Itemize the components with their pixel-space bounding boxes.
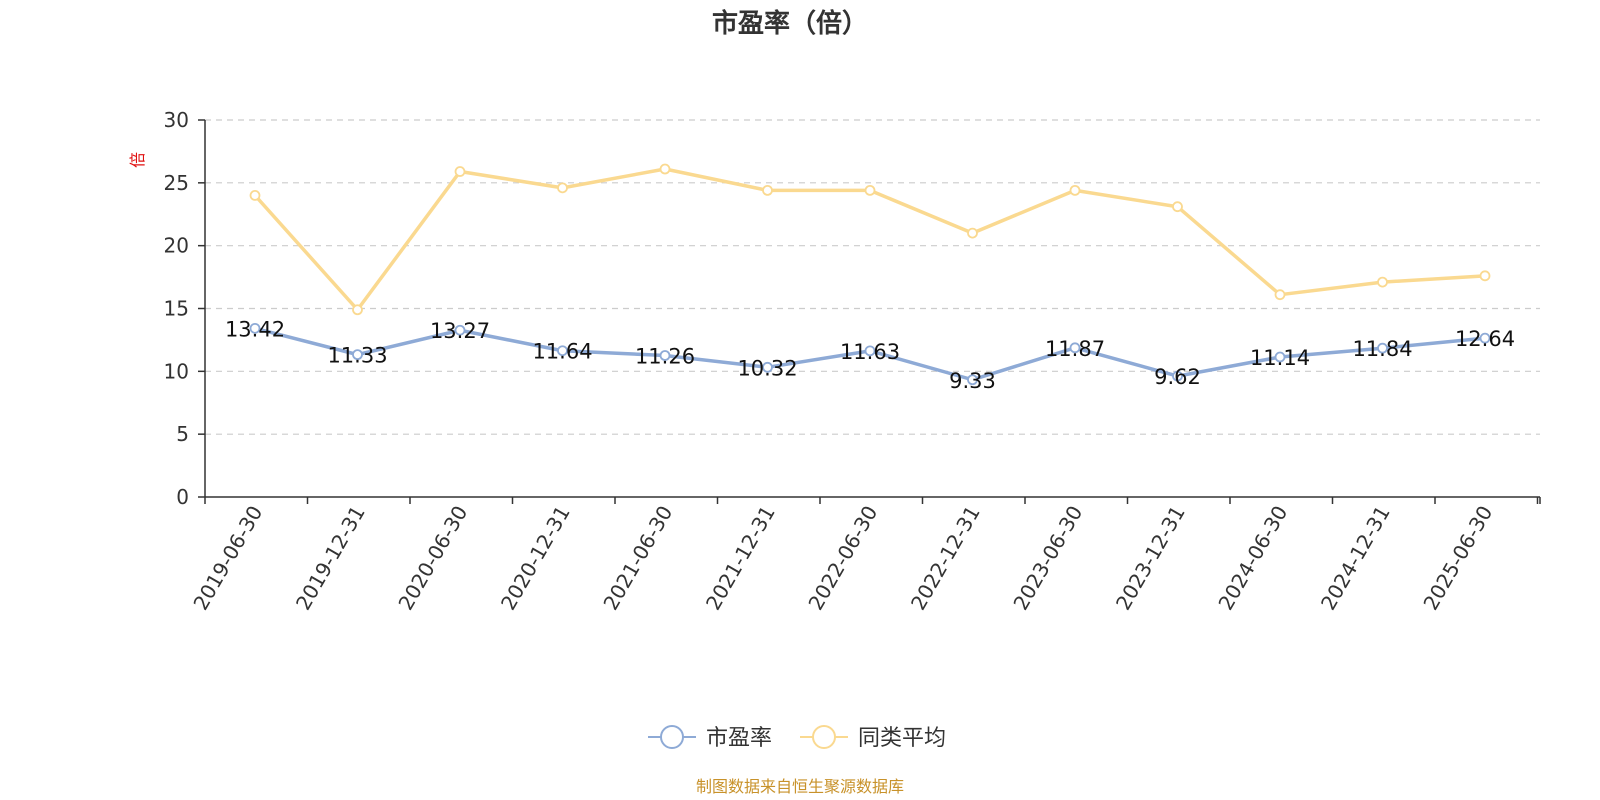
data-labels: 13.42 11.33 13.27 11.64 11.26 10.32 11.63 9.33 1… [225, 317, 1515, 392]
pe-ratio-point [1172, 370, 1183, 382]
data-label: 13.42 [225, 317, 285, 341]
x-tick-label: 2022-06-30 [803, 502, 882, 615]
peer-average-point [557, 182, 568, 194]
grid-lines [205, 119, 1540, 435]
y-tick-label: 10 [164, 359, 189, 383]
pe-ratio-point [352, 349, 363, 361]
pe-ratio-point [967, 374, 978, 386]
legend-item-pe-ratio[interactable]: 市盈率 [648, 725, 772, 751]
peer-average-point [249, 189, 261, 201]
data-label: 11.87 [1045, 337, 1105, 361]
pe-ratio-point [1069, 342, 1081, 354]
data-label: 9.62 [1154, 365, 1201, 389]
x-tick-label: 2021-12-31 [701, 502, 780, 615]
y-tick-label: 5 [176, 422, 189, 446]
x-tick-label: 2024-06-30 [1213, 502, 1292, 615]
y-axis-unit-label: 倍 [128, 152, 147, 168]
peer-average-point [454, 166, 466, 177]
peer-average-point [1377, 276, 1388, 288]
legend-label: 市盈率 [706, 726, 772, 751]
data-label: 13.27 [430, 319, 490, 343]
data-label: 11.14 [1250, 346, 1310, 370]
peer-average-point [762, 184, 773, 196]
data-label: 10.32 [737, 356, 797, 380]
data-label: 11.33 [327, 344, 387, 368]
pe-ratio-point [249, 322, 261, 334]
x-tick-label: 2020-06-30 [393, 502, 472, 615]
x-tick-label: 2019-06-30 [188, 502, 267, 615]
data-label: 9.33 [949, 369, 996, 393]
x-tick-label: 2024-12-31 [1316, 502, 1395, 615]
data-label: 11.26 [635, 344, 695, 368]
data-label: 12.64 [1455, 327, 1515, 351]
y-tick-label: 25 [164, 171, 189, 195]
x-tick-label: 2023-06-30 [1008, 502, 1087, 615]
peer-average-point [1479, 270, 1491, 282]
legend-item-peer-average[interactable]: 同类平均 [800, 725, 946, 751]
data-label: 11.63 [840, 340, 900, 364]
peer-average-point [967, 227, 978, 239]
x-tick-label: 2019-12-31 [291, 502, 370, 615]
pe-ratio-point [1479, 332, 1491, 344]
pe-ratio-point [454, 324, 466, 336]
peer-average-point [352, 304, 363, 316]
legend-marker-icon [812, 725, 836, 749]
legend-marker-icon [660, 725, 684, 749]
data-label: 11.64 [532, 340, 592, 364]
pe-ratio-point [557, 345, 568, 357]
series-lines [249, 163, 1491, 386]
pe-ratio-point [1274, 351, 1286, 363]
pe-ratio-point [1377, 342, 1388, 354]
peer-average-point [1069, 184, 1081, 196]
peer-average-point [659, 163, 671, 175]
peer-average-point [1172, 201, 1183, 213]
x-tick-label: 2025-06-30 [1418, 502, 1497, 615]
chart-title: 市盈率（倍） [712, 8, 868, 39]
data-label: 11.84 [1352, 337, 1412, 361]
pe-ratio-point [659, 350, 671, 361]
x-tick-label: 2023-12-31 [1111, 502, 1190, 615]
x-tick-label: 2020-12-31 [496, 502, 575, 615]
x-tick-label: 2022-12-31 [906, 502, 985, 615]
y-tick-label: 0 [176, 485, 189, 509]
peer-average-point [1274, 289, 1286, 301]
legend-label: 同类平均 [858, 726, 946, 751]
pe-ratio-point [762, 361, 773, 373]
y-tick-label: 30 [164, 108, 189, 132]
legend[interactable]: 市盈率 同类平均 [648, 725, 946, 751]
pe-ratio-point [864, 345, 876, 357]
y-tick-label: 20 [164, 234, 189, 258]
peer-average-point [864, 184, 876, 196]
y-tick-label: 15 [164, 297, 189, 321]
x-tick-label: 2021-06-30 [598, 502, 677, 615]
source-note: 制图数据来自恒生聚源数据库 [696, 777, 904, 796]
